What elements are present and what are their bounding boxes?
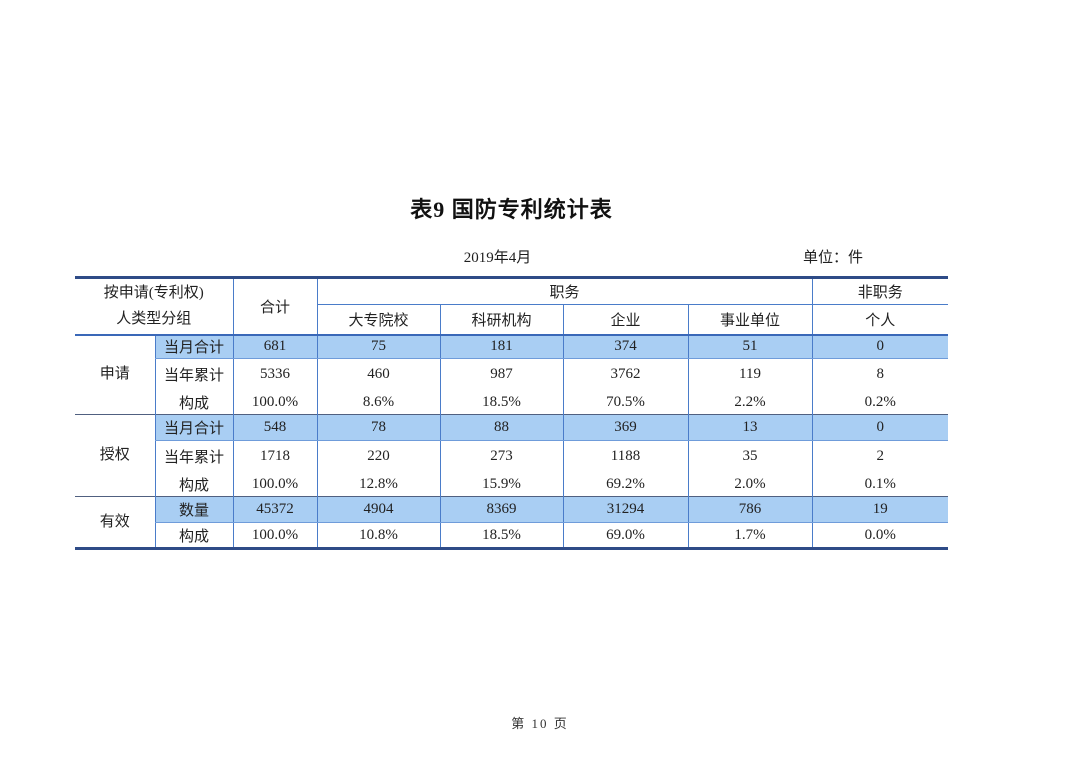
row-label: 当年累计 <box>154 358 233 391</box>
row-label: 构成 <box>154 522 233 549</box>
header-group-by-line1: 按申请(专利权) <box>103 285 204 302</box>
table-cell: 2 <box>811 440 949 473</box>
table-row: 构成 100.0% 8.6% 18.5% 70.5% 2.2% 0.2% <box>75 390 949 415</box>
table-cell: 8.6% <box>316 390 440 415</box>
table-row: 构成 100.0% 10.8% 18.5% 69.0% 1.7% 0.0% <box>75 522 949 549</box>
header-row-1: 按申请(专利权) 人类型分组 合计 职务 非职务 <box>75 277 949 335</box>
page-number: 第 10 页 <box>511 716 569 731</box>
table-cell: 2.2% <box>687 390 813 415</box>
table-cell: 786 <box>687 496 813 523</box>
header-row-2: 大专院校 科研机构 企业 事业单位 个人 <box>75 304 949 335</box>
table-cell: 100.0% <box>232 472 317 497</box>
group-label: 授权 <box>75 414 155 497</box>
table-cell: 69.0% <box>562 522 688 549</box>
header-enterprise: 企业 <box>562 304 688 335</box>
table-meta-row: 2019年4月 单位：件 <box>75 246 948 270</box>
page-title: 表9 国防专利统计表 <box>410 197 613 222</box>
row-label: 构成 <box>154 390 233 415</box>
table-cell: 45372 <box>232 496 317 523</box>
table-cell: 13 <box>687 414 813 441</box>
patent-stats-table: 按申请(专利权) 人类型分组 合计 职务 非职务 大专院校 科研机构 企业 事业… <box>75 276 949 550</box>
table-cell: 88 <box>439 414 563 441</box>
header-group-by-line2: 人类型分组 <box>116 311 192 328</box>
header-total: 合计 <box>232 277 317 335</box>
unit-label: 单位：件 <box>802 250 863 266</box>
period-label: 2019年4月 <box>463 250 532 266</box>
table-cell: 0 <box>811 414 949 441</box>
table-cell: 369 <box>562 414 688 441</box>
table-cell: 1.7% <box>687 522 813 549</box>
table-cell: 31294 <box>562 496 688 523</box>
table-cell: 19 <box>811 496 949 523</box>
table-cell: 987 <box>439 358 563 391</box>
table-cell: 0 <box>811 333 949 359</box>
table-cell: 70.5% <box>562 390 688 415</box>
table-cell: 220 <box>316 440 440 473</box>
table-cell: 18.5% <box>439 390 563 415</box>
table-cell: 4904 <box>316 496 440 523</box>
table-row: 当年累计 5336 460 987 3762 119 8 <box>75 358 949 391</box>
table-cell: 1188 <box>562 440 688 473</box>
table-row: 授权 当月合计 548 78 88 369 13 0 <box>75 414 949 497</box>
table-cell: 100.0% <box>232 522 317 549</box>
header-college: 大专院校 <box>316 304 440 335</box>
header-institution: 事业单位 <box>687 304 813 335</box>
row-label: 数量 <box>154 496 233 523</box>
table-cell: 78 <box>316 414 440 441</box>
table-cell: 15.9% <box>439 472 563 497</box>
table-row: 有效 数量 45372 4904 8369 31294 786 19 <box>75 496 949 549</box>
table-cell: 51 <box>687 333 813 359</box>
table-row: 构成 100.0% 12.8% 15.9% 69.2% 2.0% 0.1% <box>75 472 949 497</box>
table-row: 申请 当月合计 681 75 181 374 51 0 <box>75 333 949 415</box>
group-label: 申请 <box>75 333 155 415</box>
table-row: 当年累计 1718 220 273 1188 35 2 <box>75 440 949 473</box>
table-cell: 18.5% <box>439 522 563 549</box>
table-cell: 12.8% <box>316 472 440 497</box>
header-group-by: 按申请(专利权) 人类型分组 <box>75 278 233 335</box>
table-cell: 1718 <box>232 440 317 473</box>
row-label: 当年累计 <box>154 440 233 473</box>
table-cell: 10.8% <box>316 522 440 549</box>
table-cell: 548 <box>232 414 317 441</box>
row-label: 构成 <box>154 472 233 497</box>
table-cell: 273 <box>439 440 563 473</box>
header-research: 科研机构 <box>439 304 563 335</box>
table-cell: 681 <box>232 333 317 359</box>
row-label: 当月合计 <box>154 333 233 359</box>
table-cell: 119 <box>687 358 813 391</box>
header-individual: 个人 <box>811 304 949 335</box>
table-cell: 8369 <box>439 496 563 523</box>
table-cell: 0.2% <box>811 390 949 415</box>
table-cell: 2.0% <box>687 472 813 497</box>
group-label: 有效 <box>75 496 155 549</box>
table-cell: 8 <box>811 358 949 391</box>
table-cell: 100.0% <box>232 390 317 415</box>
table-cell: 0.1% <box>811 472 949 497</box>
table-cell: 181 <box>439 333 563 359</box>
table-cell: 5336 <box>232 358 317 391</box>
row-label: 当月合计 <box>154 414 233 441</box>
header-service: 职务 <box>316 277 813 305</box>
table-cell: 35 <box>687 440 813 473</box>
table-cell: 75 <box>316 333 440 359</box>
table-cell: 69.2% <box>562 472 688 497</box>
table-cell: 374 <box>562 333 688 359</box>
table-cell: 3762 <box>562 358 688 391</box>
table-cell: 460 <box>316 358 440 391</box>
header-non-service: 非职务 <box>811 277 949 305</box>
table-cell: 0.0% <box>811 522 949 549</box>
